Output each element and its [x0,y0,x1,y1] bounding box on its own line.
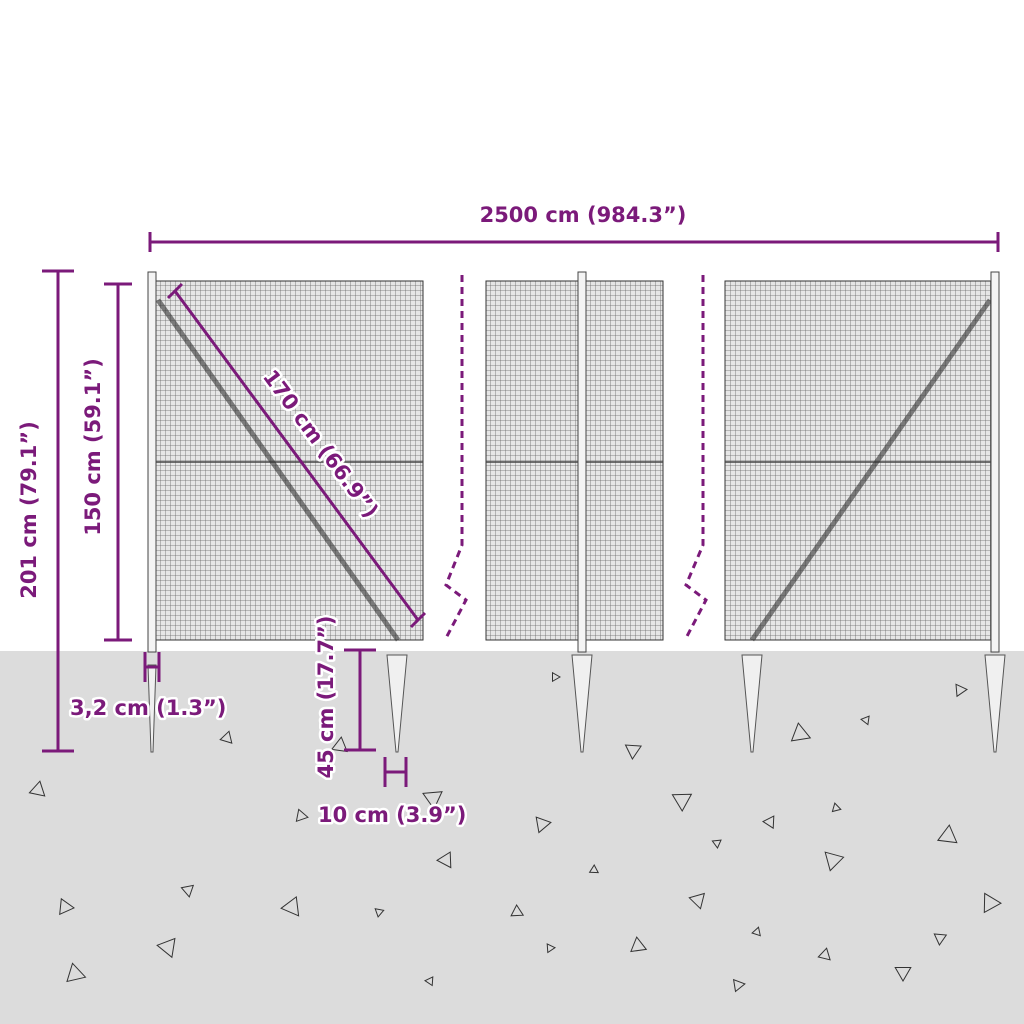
pebble [936,824,958,844]
fence-panel-right [724,280,998,641]
pebble [59,897,75,916]
fence-height-dimension [104,282,132,642]
pebble [711,839,722,849]
pebble [219,730,233,744]
spike-length-label: 45 cm (17.7”) [314,616,338,779]
ground [0,651,1024,1024]
pebble [955,683,969,698]
pebble [824,851,845,872]
pebble [933,933,948,947]
spike-width-label: 10 cm (3.9”) [318,803,466,827]
pebble [423,976,434,987]
pebble [831,802,842,813]
pebble [732,978,746,993]
spike-length-dimension [344,648,376,752]
pebble [588,864,600,874]
diagonal-brace-left [155,298,401,642]
pebble [510,903,525,917]
pebble [624,744,642,760]
ground-pebbles [28,671,1003,993]
pebble [859,715,870,726]
post-right [990,271,1000,653]
post-diameter-label: 3,2 cm (1.3”) [70,696,226,720]
pebble [688,892,705,910]
pebble [552,671,562,683]
break-line-2 [683,275,708,641]
fence-height-label: 150 cm (59.1”) [81,358,105,536]
spike-width-dimension [383,757,408,787]
pebble [295,808,309,823]
brace-length-dimension [166,282,427,629]
pebble [817,947,831,961]
fence-panel-left [151,280,424,641]
pebble [535,816,552,834]
pebble [156,937,176,959]
total-height-dimension [42,269,74,753]
pebble [761,815,775,830]
ground-spikes [147,654,1006,753]
pebble [671,793,693,813]
pebble [983,892,1003,914]
fence-panel-middle [485,280,664,641]
pebble [790,722,812,742]
total-length-label: 2500 cm (984.3”) [480,203,687,227]
diagonal-brace-right [749,298,993,642]
pebble [751,926,761,937]
pebble [66,962,87,983]
pebble [180,884,195,898]
pebble [28,780,46,797]
post-middle [577,271,587,653]
pebble [894,967,912,982]
post-left [147,271,157,653]
post-diameter-dimension [143,652,161,682]
total-height-label: 201 cm (79.1”) [17,421,41,599]
pebble [422,791,443,810]
pebble [374,908,385,918]
total-length-dimension [148,232,1000,252]
pebble [330,736,348,753]
pebble [435,851,452,869]
pebble [546,943,557,954]
pebble [280,895,300,917]
pebble [630,936,648,953]
break-line-1 [443,275,468,641]
